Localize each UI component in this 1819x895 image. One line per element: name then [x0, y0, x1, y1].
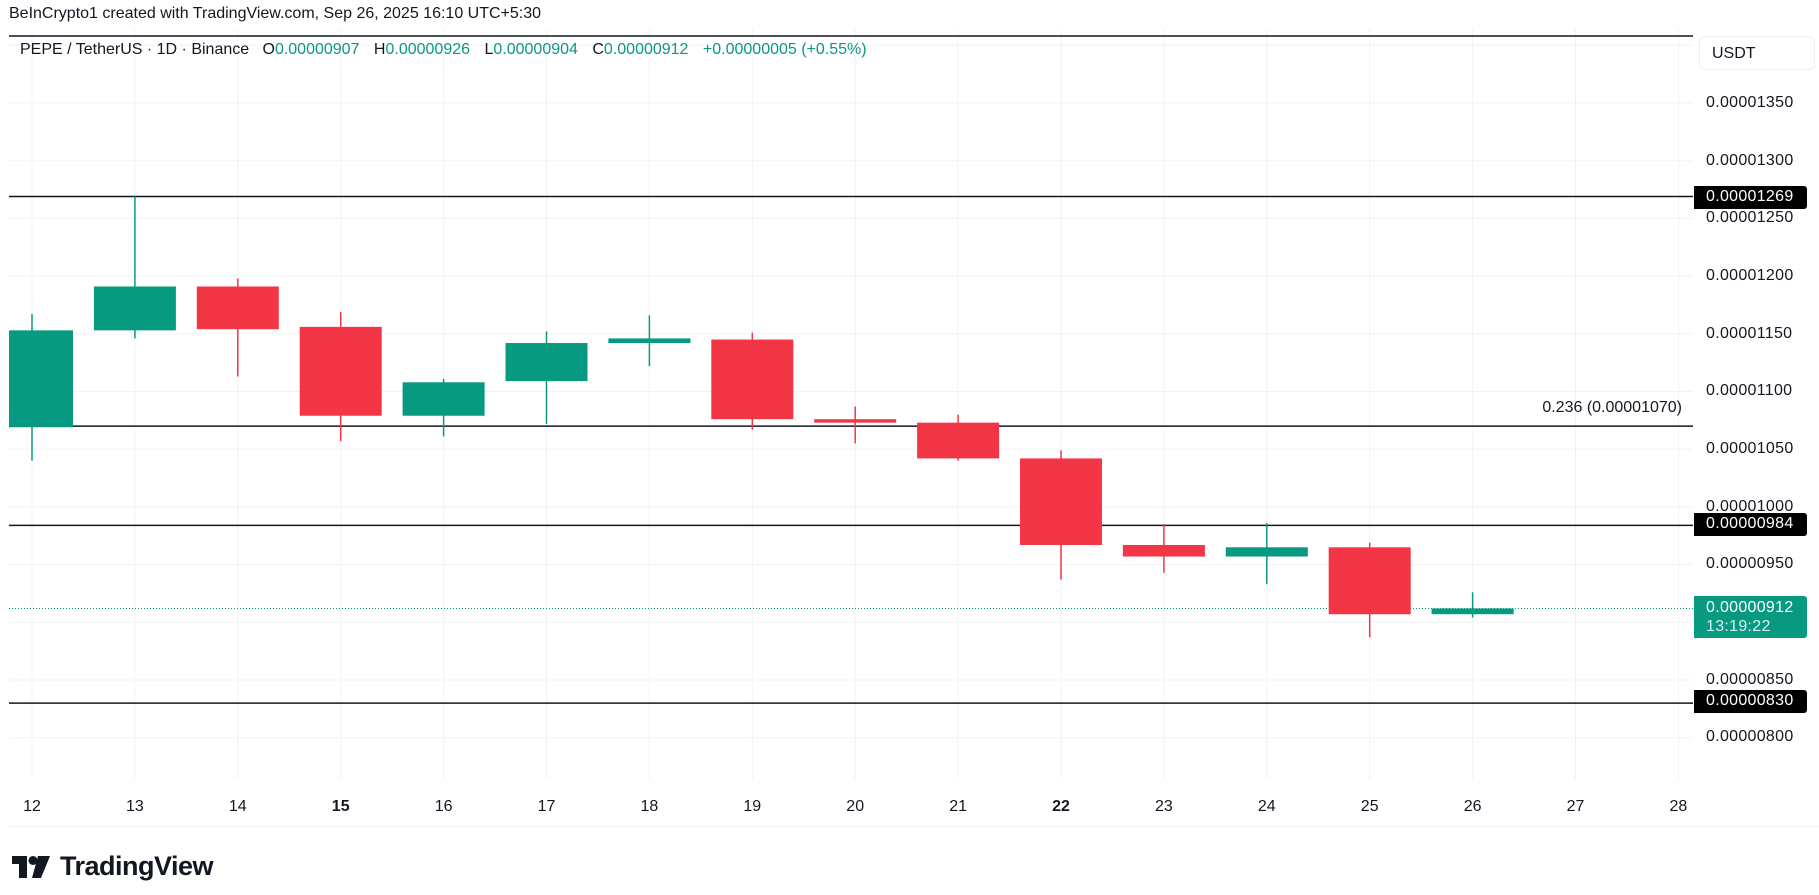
price-tick: 0.00000800: [1706, 728, 1794, 745]
price-tick: 0.00001250: [1706, 209, 1794, 226]
open-value: 0.00000907: [274, 41, 360, 58]
date-tick: 25: [1360, 798, 1379, 815]
price-tick: 0.00001150: [1706, 325, 1793, 342]
candle[interactable]: [814, 406, 897, 444]
date-tick: 23: [1154, 798, 1173, 815]
candle[interactable]: [9, 314, 73, 461]
price-tick: 0.00001000: [1706, 498, 1794, 515]
current-price-value: 0.00000912: [1706, 599, 1794, 616]
price-tick: 0.00001050: [1706, 440, 1794, 457]
chart-credit: BeInCrypto1 created with TradingView.com…: [9, 5, 542, 22]
candlestick-chart[interactable]: [9, 29, 1693, 779]
low-key: L: [484, 41, 494, 58]
candle[interactable]: [1328, 542, 1411, 638]
date-tick: 22: [1052, 798, 1070, 815]
candle[interactable]: [1431, 592, 1514, 618]
date-tick: 24: [1257, 798, 1276, 815]
price-tick: 0.00000850: [1706, 671, 1794, 688]
chart-pane[interactable]: [9, 29, 1693, 779]
candle[interactable]: [505, 331, 588, 424]
change-value: +0.00000005 (+0.55%): [702, 41, 867, 58]
candle[interactable]: [196, 278, 279, 377]
time-axis-border: [9, 826, 1819, 827]
price-tick: 0.00000950: [1706, 555, 1794, 572]
date-tick: 27: [1566, 798, 1585, 815]
tradingview-logo-icon: [12, 855, 50, 878]
low-value: 0.00000904: [493, 41, 578, 58]
resistance-level-tag: 0.00001269: [1694, 186, 1807, 209]
date-tick: 15: [331, 798, 350, 815]
price-tick: 0.00001350: [1706, 94, 1794, 111]
date-tick: 26: [1463, 798, 1482, 815]
candle[interactable]: [299, 311, 382, 442]
close-value: 0.00000912: [603, 41, 689, 58]
tradingview-logo-text: TradingView: [60, 851, 214, 881]
candle[interactable]: [402, 378, 485, 437]
candle[interactable]: [1020, 450, 1102, 580]
support-level-tag-2: 0.00000830: [1694, 690, 1807, 713]
candle[interactable]: [1122, 524, 1205, 573]
date-tick: 19: [743, 798, 762, 815]
date-tick: 20: [846, 798, 865, 815]
bar-countdown: 13:19:22: [1706, 618, 1771, 635]
date-tick: 17: [537, 798, 556, 815]
open-key: O: [262, 41, 275, 58]
date-tick: 21: [949, 798, 967, 815]
candle[interactable]: [93, 196, 176, 339]
candle[interactable]: [1225, 523, 1308, 585]
date-tick: 13: [125, 798, 144, 815]
candle[interactable]: [711, 332, 794, 430]
price-tick: 0.00001300: [1706, 152, 1794, 169]
currency-unit-button[interactable]: USDT: [1699, 36, 1815, 70]
candle[interactable]: [917, 414, 1000, 461]
candle[interactable]: [608, 315, 691, 367]
close-key: C: [592, 41, 604, 58]
date-tick: 28: [1669, 798, 1688, 815]
support-level-tag: 0.00000984: [1694, 513, 1807, 536]
high-key: H: [373, 41, 386, 58]
symbol-name[interactable]: PEPE / TetherUS · 1D · Binance: [20, 41, 250, 58]
date-tick: 12: [23, 798, 41, 815]
current-price-tag: 0.00000912 13:19:22: [1694, 596, 1807, 638]
high-value: 0.00000926: [385, 41, 471, 58]
price-tick: 0.00001100: [1706, 382, 1793, 399]
symbol-legend: PEPE / TetherUS · 1D · Binance O0.000009…: [20, 41, 877, 59]
tradingview-logo: TradingView: [12, 851, 214, 882]
date-tick: 14: [228, 798, 247, 815]
date-tick: 18: [640, 798, 659, 815]
date-tick: 16: [434, 798, 453, 815]
fib-level-label: 0.236 (0.00001070): [1542, 399, 1682, 416]
price-tick: 0.00001200: [1706, 267, 1794, 284]
